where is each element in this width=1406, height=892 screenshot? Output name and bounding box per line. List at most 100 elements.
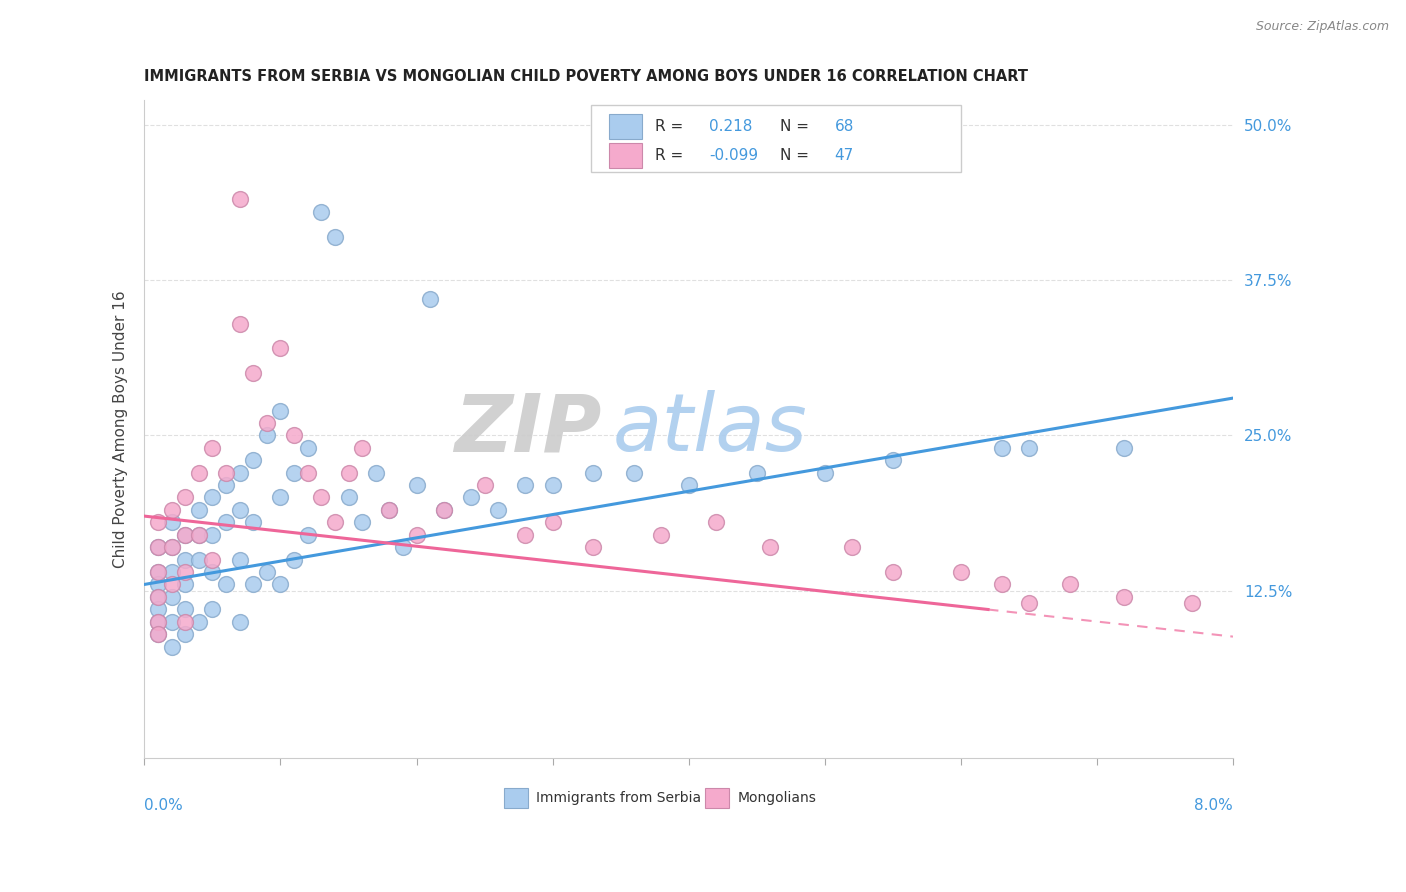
Point [174,565,197,579]
Point [582,540,605,554]
Point [228,503,250,517]
Bar [609,144,643,169]
Point [1181,596,1204,610]
Point [297,441,319,455]
Point [405,527,427,541]
Point [242,366,264,380]
Point [378,503,401,517]
Point [160,565,183,579]
Point [187,615,209,629]
Point [814,466,837,480]
Point [146,590,169,604]
Point [201,441,224,455]
Point [378,503,401,517]
Point [146,615,169,629]
Point [433,503,456,517]
Point [187,552,209,566]
Point [1018,596,1040,610]
Point [474,478,496,492]
Point [215,478,238,492]
Point [160,615,183,629]
Point [215,516,238,530]
Point [160,640,183,654]
Point [759,540,782,554]
Point [323,516,346,530]
Text: 0.218: 0.218 [710,120,752,134]
Point [215,466,238,480]
Point [337,491,360,505]
Point [269,491,291,505]
Point [174,627,197,641]
Point [541,478,564,492]
Point [146,577,169,591]
Point [187,527,209,541]
Text: R =: R = [655,148,688,163]
Point [242,577,264,591]
Point [160,540,183,554]
Point [841,540,863,554]
Point [256,565,278,579]
Point [678,478,700,492]
Text: 0.0%: 0.0% [145,797,183,813]
Bar [704,788,728,808]
Point [146,565,169,579]
FancyBboxPatch shape [591,105,960,172]
Bar [503,788,527,808]
Point [582,466,605,480]
Text: 47: 47 [835,148,853,163]
Point [515,527,537,541]
Point [228,552,250,566]
Text: -0.099: -0.099 [710,148,758,163]
Point [949,565,972,579]
Bar [609,114,643,139]
Point [283,428,305,442]
Point [269,403,291,417]
Text: 68: 68 [835,120,853,134]
Point [882,453,904,467]
Point [146,615,169,629]
Point [160,577,183,591]
Point [392,540,415,554]
Point [623,466,645,480]
Point [990,577,1012,591]
Text: ZIP: ZIP [454,390,602,468]
Point [160,503,183,517]
Point [174,527,197,541]
Text: N =: N = [780,148,814,163]
Point [515,478,537,492]
Point [297,527,319,541]
Point [174,577,197,591]
Point [174,552,197,566]
Point [187,466,209,480]
Point [269,342,291,356]
Point [704,516,727,530]
Point [228,466,250,480]
Point [1018,441,1040,455]
Point [323,229,346,244]
Point [364,466,387,480]
Text: Mongolians: Mongolians [738,791,817,805]
Point [174,602,197,616]
Point [160,516,183,530]
Point [990,441,1012,455]
Point [174,527,197,541]
Point [311,491,333,505]
Point [146,627,169,641]
Point [201,527,224,541]
Point [242,516,264,530]
Point [201,602,224,616]
Point [486,503,509,517]
Point [228,192,250,206]
Text: atlas: atlas [613,390,807,468]
Point [160,540,183,554]
Text: IMMIGRANTS FROM SERBIA VS MONGOLIAN CHILD POVERTY AMONG BOYS UNDER 16 CORRELATIO: IMMIGRANTS FROM SERBIA VS MONGOLIAN CHIL… [145,69,1028,84]
Point [1114,441,1136,455]
Point [215,577,238,591]
Point [256,416,278,430]
Point [433,503,456,517]
Point [882,565,904,579]
Text: 8.0%: 8.0% [1194,797,1233,813]
Text: R =: R = [655,120,688,134]
Point [337,466,360,480]
Point [146,540,169,554]
